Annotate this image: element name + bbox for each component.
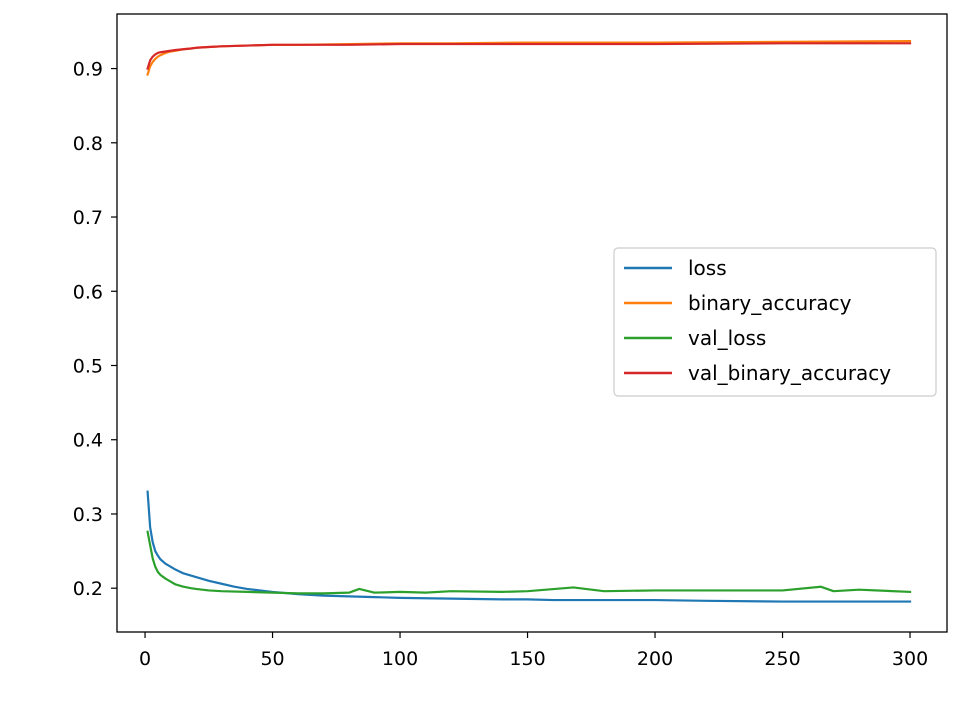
legend-label-binary-accuracy: binary_accuracy <box>688 291 852 315</box>
x-tick-label: 200 <box>637 648 673 670</box>
x-tick-label: 250 <box>764 648 800 670</box>
y-tick-label: 0.2 <box>73 578 103 600</box>
legend: loss binary_accuracy val_loss val_binary_ac… <box>613 247 937 397</box>
series-lines <box>146 39 912 603</box>
x-tick-label: 150 <box>509 648 545 670</box>
x-tick-label: 100 <box>382 648 418 670</box>
y-tick-label: 0.5 <box>73 355 103 377</box>
x-axis: 0 50 100 150 200 250 300 <box>139 632 928 670</box>
plot-frame <box>116 13 948 633</box>
y-tick-label: 0.3 <box>73 504 103 526</box>
legend-label-val-binary-accuracy: val_binary_accuracy <box>688 361 891 385</box>
y-tick-label: 0.4 <box>73 430 103 452</box>
y-tick-label: 0.7 <box>73 207 103 229</box>
x-tick-label: 300 <box>892 648 928 670</box>
legend-label-loss: loss <box>688 256 727 280</box>
legend-label-val-loss: val_loss <box>688 326 766 350</box>
y-tick-label: 0.9 <box>73 59 103 81</box>
x-tick-label: 50 <box>260 648 284 670</box>
x-tick-label: 0 <box>139 648 151 670</box>
y-axis: 0.2 0.3 0.4 0.5 0.6 0.7 0.8 0.9 <box>73 59 117 600</box>
legend-box <box>613 247 937 397</box>
series-line-val-loss <box>146 530 912 595</box>
y-tick-label: 0.6 <box>73 281 103 303</box>
series-line-val-binary-accuracy <box>146 42 912 70</box>
y-tick-label: 0.8 <box>73 133 103 155</box>
series-line-loss <box>146 490 912 603</box>
